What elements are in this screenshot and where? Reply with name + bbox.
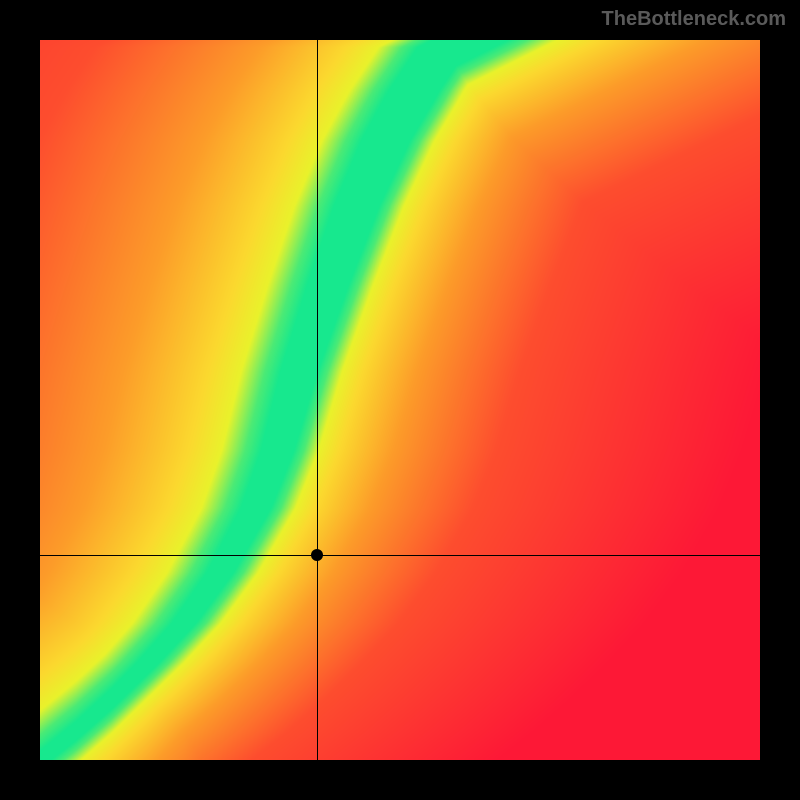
heatmap-canvas — [40, 40, 760, 760]
crosshair-horizontal — [40, 555, 760, 556]
crosshair-vertical — [317, 40, 318, 760]
marker-dot — [311, 549, 323, 561]
heatmap-plot — [40, 40, 760, 760]
watermark-text: TheBottleneck.com — [602, 8, 786, 31]
